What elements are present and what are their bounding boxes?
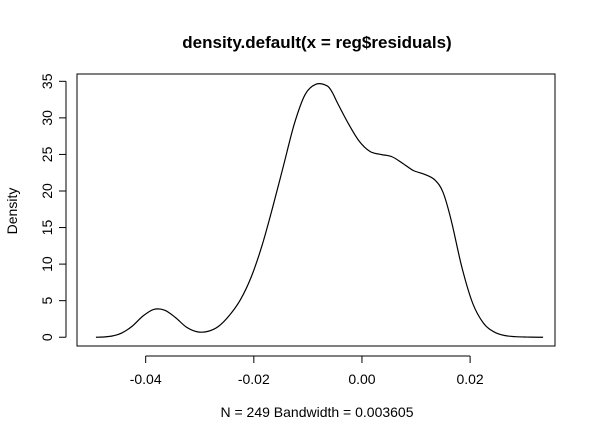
y-axis: 0 5 10 15 20 25 30 35 — [39, 73, 67, 341]
x-tick-label: 0.00 — [348, 371, 375, 387]
x-axis-label: N = 249 Bandwidth = 0.003605 — [220, 404, 413, 420]
y-tick-label: 5 — [39, 297, 55, 305]
x-tick-label: -0.04 — [130, 371, 162, 387]
plot-frame — [76, 73, 556, 347]
y-axis-label: Density — [4, 188, 20, 235]
density-curve — [95, 83, 544, 338]
x-tick-label: 0.02 — [456, 371, 483, 387]
y-tick-label: 10 — [39, 256, 55, 272]
y-tick-label: 25 — [39, 146, 55, 162]
y-tick-label: 15 — [39, 220, 55, 236]
y-tick-label: 20 — [39, 183, 55, 199]
y-tick-label: 35 — [39, 73, 55, 89]
y-tick-label: 30 — [39, 110, 55, 126]
y-tick-label: 0 — [39, 333, 55, 341]
x-tick-label: -0.02 — [238, 371, 270, 387]
x-axis: -0.04 -0.02 0.00 0.02 — [130, 355, 484, 387]
chart-title: density.default(x = reg$residuals) — [182, 33, 451, 52]
